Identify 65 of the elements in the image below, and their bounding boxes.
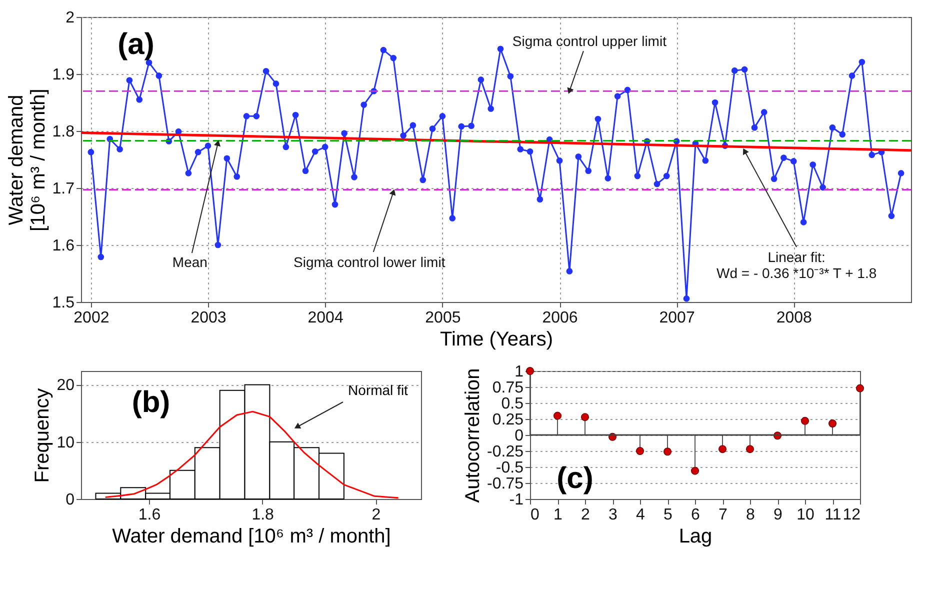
y-tick-label: 0 xyxy=(66,492,75,508)
y-tick-label: 0.75 xyxy=(492,380,524,396)
x-tick-label: 2007 xyxy=(659,310,695,326)
x-tick-label: 11 xyxy=(824,506,842,524)
x-tick-label: 2008 xyxy=(776,310,812,326)
y-tick-label: 0 xyxy=(514,428,524,444)
y-tick-label: -0.25 xyxy=(487,444,524,460)
x-tick-label: 2 xyxy=(372,506,381,524)
annotation: Sigma control lower limit xyxy=(294,254,446,270)
y-tick-label: 0.5 xyxy=(501,396,524,412)
x-tick-label: 1.6 xyxy=(138,506,161,524)
y-axis-title: Water demand [10⁶ m³ / month] xyxy=(5,88,50,232)
x-tick-label: 0 xyxy=(530,506,540,524)
annotation: Mean xyxy=(172,254,208,270)
x-tick-label: 12 xyxy=(842,506,861,524)
point xyxy=(746,445,754,454)
point xyxy=(856,384,864,392)
x-tick-label: 2002 xyxy=(74,310,110,326)
x-tick-label: 6 xyxy=(691,506,700,524)
point xyxy=(553,412,562,420)
y-tick-label: -0.5 xyxy=(496,460,524,476)
x-tick-label: 10 xyxy=(796,506,814,524)
y-tick-label: 1.8 xyxy=(52,124,75,140)
x-tick-label: 1.8 xyxy=(252,506,274,524)
point xyxy=(718,445,727,454)
annotation: Linear fit: Wd = - 0.36 *10⁻³* T + 1.8 xyxy=(716,248,877,281)
y-tick-label: 1 xyxy=(514,364,524,380)
x-tick-label: 5 xyxy=(664,506,673,524)
point xyxy=(828,419,837,428)
y-tick-label: 2 xyxy=(66,10,75,26)
x-tick-label: 4 xyxy=(636,506,646,524)
annotation: (a) xyxy=(118,28,154,61)
x-tick-label: 2003 xyxy=(190,310,226,326)
x-tick-label: 2006 xyxy=(542,310,578,326)
x-tick-label: 8 xyxy=(746,506,756,524)
x-tick-label: 9 xyxy=(774,506,783,524)
point xyxy=(663,448,672,456)
annotation: Sigma control upper limit xyxy=(512,33,667,50)
y-axis-title: Autocorrelation xyxy=(462,368,484,503)
x-tick-label: 2005 xyxy=(425,310,461,326)
annotation: (c) xyxy=(556,462,594,495)
y-axis-title: Frequency xyxy=(32,388,54,483)
x-tick-label: 1 xyxy=(554,506,563,524)
point xyxy=(800,416,810,425)
x-axis-title: Lag xyxy=(678,526,712,548)
y-tick-label: -0.75 xyxy=(487,476,524,492)
x-tick-label: 2004 xyxy=(308,310,344,326)
x-axis-title: Time (Years) xyxy=(440,328,553,350)
x-tick-label: 3 xyxy=(608,506,618,524)
point xyxy=(636,447,644,455)
y-tick-label: 1.5 xyxy=(52,294,75,312)
y-tick-label: 1.9 xyxy=(52,66,75,84)
point xyxy=(690,466,700,475)
x-axis-title: Water demand [10⁶ m³ / month] xyxy=(112,526,391,548)
y-tick-label: 1.7 xyxy=(52,180,75,198)
x-tick-label: 7 xyxy=(718,506,728,524)
point xyxy=(580,413,590,422)
annotation: (b) xyxy=(132,386,170,419)
x-tick-label: 2 xyxy=(581,506,590,524)
y-tick-label: 1.6 xyxy=(52,238,75,254)
y-tick-label: 0.25 xyxy=(492,412,524,428)
annotation: Normal fit xyxy=(348,382,408,398)
y-tick-label: 10 xyxy=(56,434,75,452)
y-tick-label: -1 xyxy=(509,492,524,508)
y-tick-label: 20 xyxy=(56,377,75,394)
